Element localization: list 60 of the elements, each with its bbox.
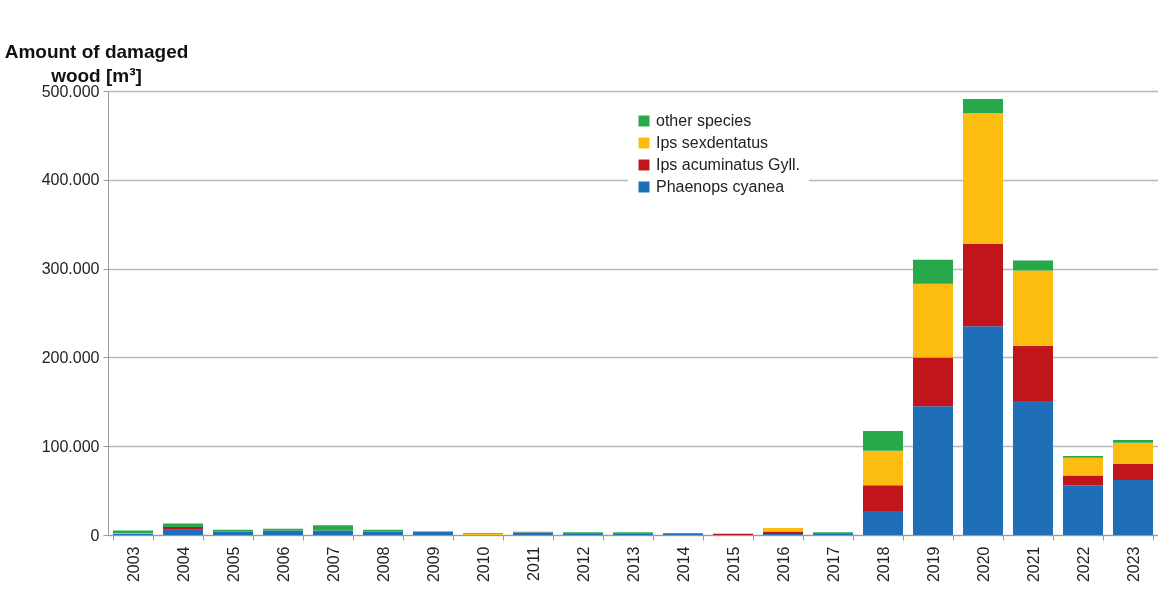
bar [1113, 439, 1153, 443]
x-tick-label: 2016 [774, 546, 792, 583]
x-tick-label: 2017 [824, 546, 842, 583]
y-tick-label: 0 [90, 526, 100, 544]
y-tick-label: 300.000 [41, 260, 100, 278]
x-tick-label: 2004 [174, 546, 192, 583]
legend-label: Ips sexdentatus [656, 134, 769, 151]
y-tick-label: 100.000 [41, 437, 100, 455]
x-tick-label: 2015 [724, 546, 742, 583]
bar [163, 527, 203, 530]
y-tick-label: 200.000 [41, 348, 100, 366]
bar [1013, 345, 1053, 401]
x-tick-label: 2019 [924, 546, 942, 583]
x-tick-label: 2010 [474, 546, 492, 583]
bar [313, 525, 353, 531]
bar [1063, 475, 1103, 486]
bar [963, 243, 1003, 327]
bar [1113, 479, 1153, 535]
bar [313, 530, 353, 535]
bar [913, 357, 953, 407]
bar [413, 531, 453, 535]
x-tick-label: 2020 [974, 546, 992, 583]
legend-label: Phaenops cyanea [656, 178, 785, 195]
bar [863, 511, 903, 535]
x-tick-label: 2014 [674, 546, 692, 583]
bar [163, 523, 203, 528]
bar [263, 530, 303, 535]
x-tick-label: 2006 [274, 546, 292, 583]
bar [913, 283, 953, 358]
x-tick-label: 2012 [574, 546, 592, 583]
bar [913, 259, 953, 284]
x-tick-label: 2018 [874, 546, 892, 583]
bar [1013, 400, 1053, 535]
legend-label: Ips acuminatus Gyll. [656, 156, 801, 173]
x-tick-label: 2023 [1124, 546, 1142, 583]
y-tick-label: 400.000 [41, 171, 100, 189]
bar [1063, 485, 1103, 535]
bar [1113, 463, 1153, 480]
bar [963, 113, 1003, 244]
bar [163, 529, 203, 535]
bar [963, 326, 1003, 535]
x-tick-label: 2021 [1024, 546, 1042, 583]
bar [963, 98, 1003, 114]
bar [913, 406, 953, 535]
bar [1013, 270, 1053, 346]
x-tick-label: 2022 [1074, 546, 1092, 583]
x-tick-label: 2005 [224, 546, 242, 583]
x-tick-label: 2009 [424, 546, 442, 583]
x-tick-label: 2008 [374, 546, 392, 583]
bar [1113, 442, 1153, 464]
x-tick-label: 2007 [324, 546, 342, 583]
bar [863, 485, 903, 512]
legend-label: other species [656, 112, 752, 129]
bar [1013, 260, 1053, 271]
bar [1063, 457, 1103, 476]
x-tick-label: 2013 [624, 546, 642, 583]
x-tick-label: 2011 [524, 546, 542, 581]
bar [863, 431, 903, 451]
bar [863, 450, 903, 486]
x-tick-label: 2003 [124, 546, 142, 583]
